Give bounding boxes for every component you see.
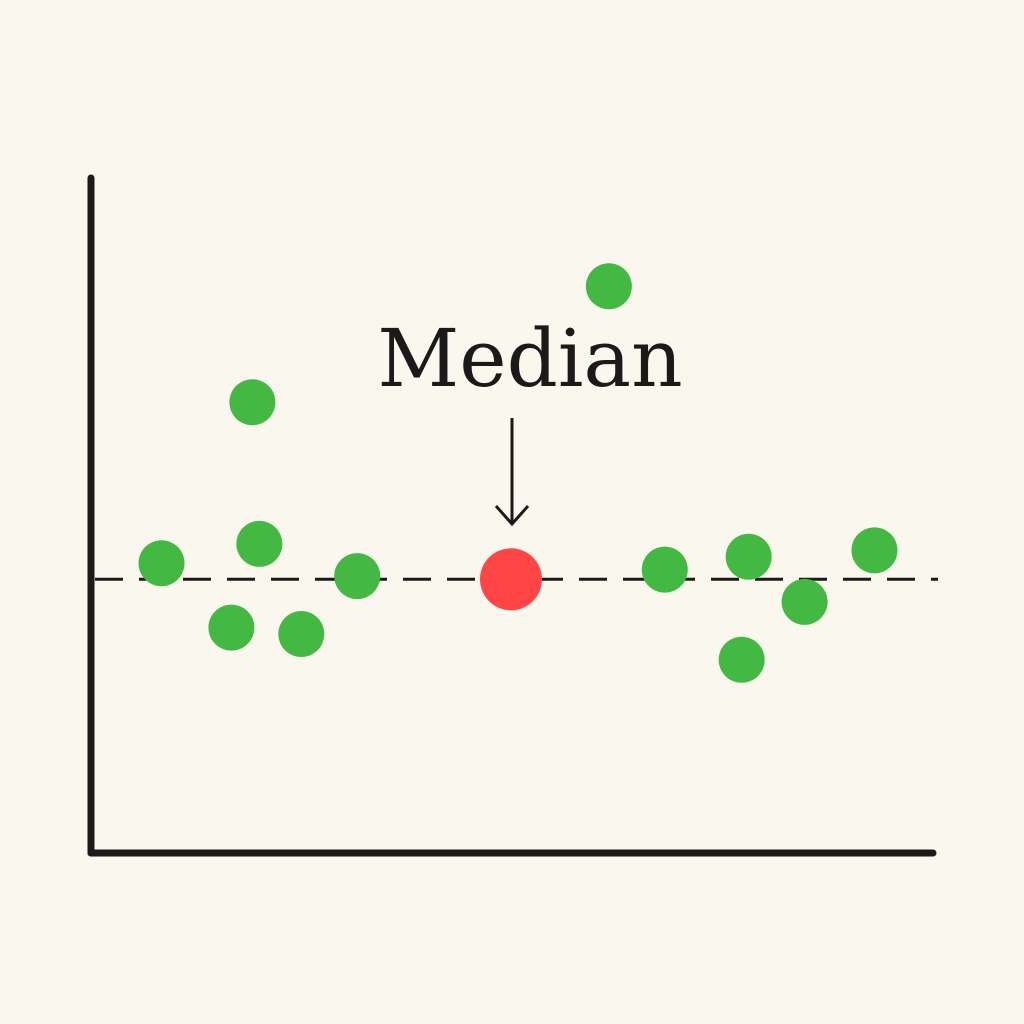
data-point bbox=[278, 611, 325, 658]
median-annotation: Median bbox=[377, 312, 683, 527]
data-point bbox=[718, 636, 765, 683]
data-point bbox=[725, 533, 772, 580]
data-point bbox=[585, 263, 632, 310]
data-point bbox=[851, 527, 898, 574]
data-point bbox=[138, 540, 185, 587]
data-point bbox=[781, 578, 828, 625]
data-point bbox=[236, 520, 283, 567]
data-point bbox=[334, 553, 381, 600]
median-point bbox=[480, 548, 542, 611]
data-points bbox=[138, 263, 898, 683]
data-point bbox=[208, 604, 255, 651]
data-point bbox=[641, 546, 688, 593]
median-label: Median bbox=[377, 312, 682, 405]
data-point bbox=[229, 379, 276, 426]
median-arrow-head bbox=[494, 505, 530, 527]
